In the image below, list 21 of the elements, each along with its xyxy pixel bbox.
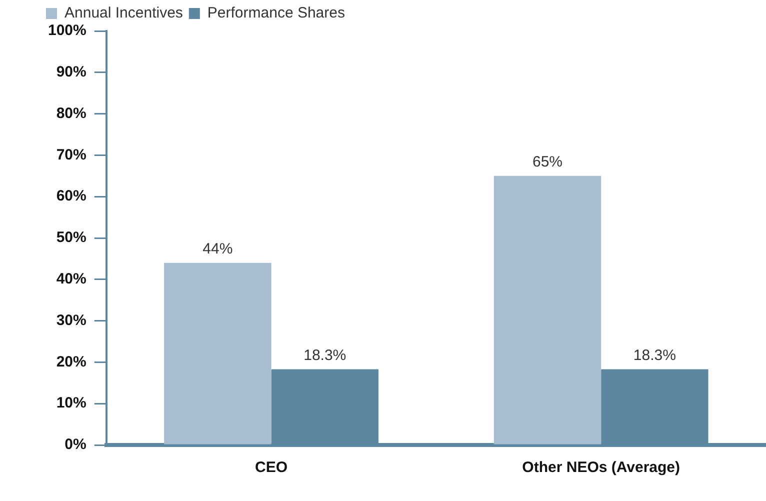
y-tick-label: 90% — [56, 64, 86, 81]
x-tick-label: CEO — [255, 459, 288, 476]
y-tick-label: 60% — [56, 188, 86, 205]
y-tick-label: 50% — [56, 229, 86, 246]
y-tick-label: 80% — [56, 104, 86, 122]
y-tick-label: 100% — [48, 22, 86, 40]
y-tick-label: 0% — [64, 436, 86, 454]
legend-label: Performance Shares — [207, 4, 345, 22]
x-tick-label: Other NEOs (Average) — [522, 459, 680, 476]
y-tick-label: 10% — [56, 394, 86, 412]
data-label: 18.3% — [304, 346, 346, 364]
bar — [494, 176, 602, 444]
data-label: 65% — [532, 154, 563, 171]
y-tick-label: 20% — [56, 353, 86, 370]
y-tick-label: 30% — [56, 312, 86, 329]
bar — [164, 262, 272, 444]
legend-label: Annual Incentives — [64, 4, 183, 22]
data-label: 44% — [202, 240, 233, 258]
data-label: 18.3% — [633, 346, 676, 364]
y-tick-label: 40% — [56, 270, 86, 288]
y-tick-label: 70% — [56, 146, 86, 164]
